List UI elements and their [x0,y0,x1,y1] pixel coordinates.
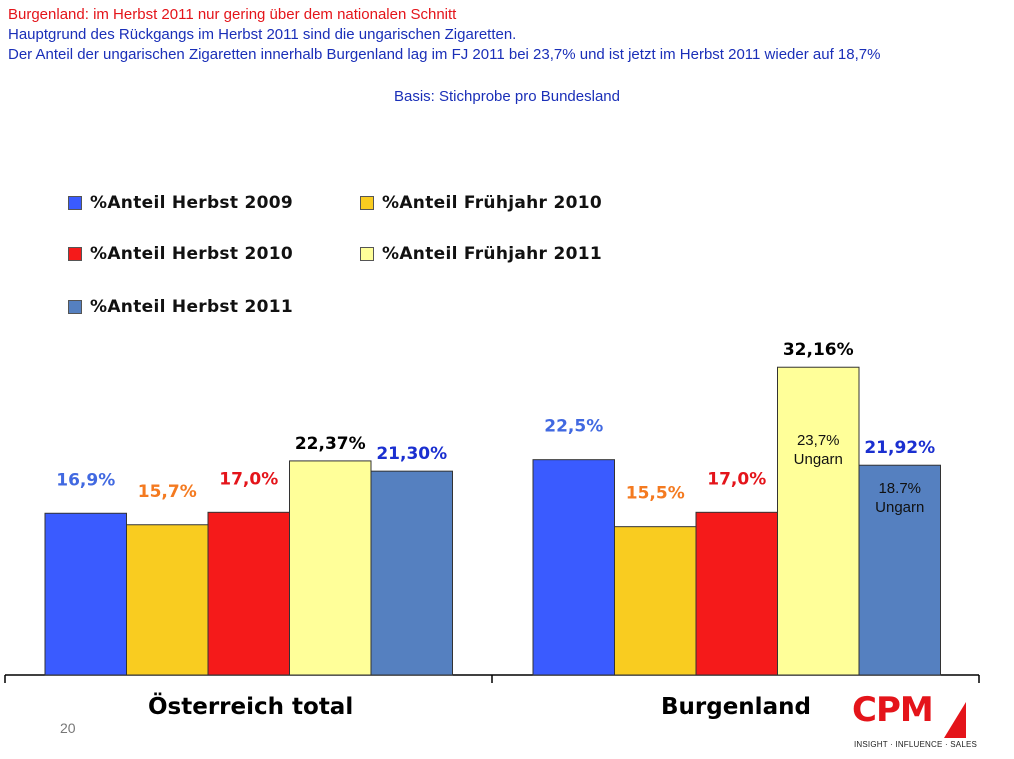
legend-label: %Anteil Frühjahr 2010 [382,193,602,213]
legend-item-herbst-2011: %Anteil Herbst 2011 [68,297,293,317]
bar-annotation: 18.7% Ungarn [875,480,924,516]
logo-tagline: INSIGHT · INFLUENCE · SALES [854,740,978,749]
category-label-oesterreich: Österreich total [148,694,354,720]
header-line-3: Der Anteil der ungarischen Zigaretten in… [8,46,881,63]
legend-swatch [360,247,374,261]
cpm-logo: CPM INSIGHT · INFLUENCE · SALES [852,690,977,752]
legend-label: %Anteil Herbst 2009 [90,193,294,213]
logo-text: CPM [852,690,934,730]
data-label: 15,5% [626,484,685,504]
header-line-1: Burgenland: im Herbst 2011 nur gering üb… [8,6,457,23]
legend-swatch [360,196,374,210]
bar [614,526,697,676]
bar [289,460,372,676]
legend-item-fruehjahr-2010: %Anteil Frühjahr 2010 [360,193,602,213]
data-label: 21,30% [376,444,447,464]
legend-swatch [68,196,82,210]
data-label: 17,0% [707,469,766,489]
legend-swatch [68,300,82,314]
page-number: 20 [60,720,76,736]
bar [858,464,941,676]
category-label-burgenland: Burgenland [661,694,811,720]
bar [44,512,127,676]
bar [370,470,453,676]
bar [695,511,778,676]
bar-annotation: 23,7% Ungarn [794,432,843,468]
header-line-2: Hauptgrund des Rückgangs im Herbst 2011 … [8,26,517,43]
data-label: 17,0% [219,469,278,489]
bar [126,524,209,676]
data-label: 22,37% [295,434,366,454]
legend-label: %Anteil Herbst 2011 [90,297,294,317]
legend-item-herbst-2010: %Anteil Herbst 2010 [68,244,293,264]
legend-label: %Anteil Frühjahr 2011 [382,244,602,264]
bar [532,459,615,676]
legend-item-herbst-2009: %Anteil Herbst 2009 [68,193,293,213]
bar [207,511,290,676]
legend-item-fruehjahr-2011: %Anteil Frühjahr 2011 [360,244,602,264]
data-label: 16,9% [56,470,115,490]
legend-label: %Anteil Herbst 2010 [90,244,294,264]
data-label: 22,5% [544,417,603,437]
data-label: 32,16% [783,340,854,360]
data-label: 15,7% [138,482,197,502]
data-label: 21,92% [864,438,935,458]
basis-note: Basis: Stichprobe pro Bundesland [394,88,620,105]
logo-swoosh-icon [944,702,966,738]
bar [777,366,860,676]
legend-swatch [68,247,82,261]
